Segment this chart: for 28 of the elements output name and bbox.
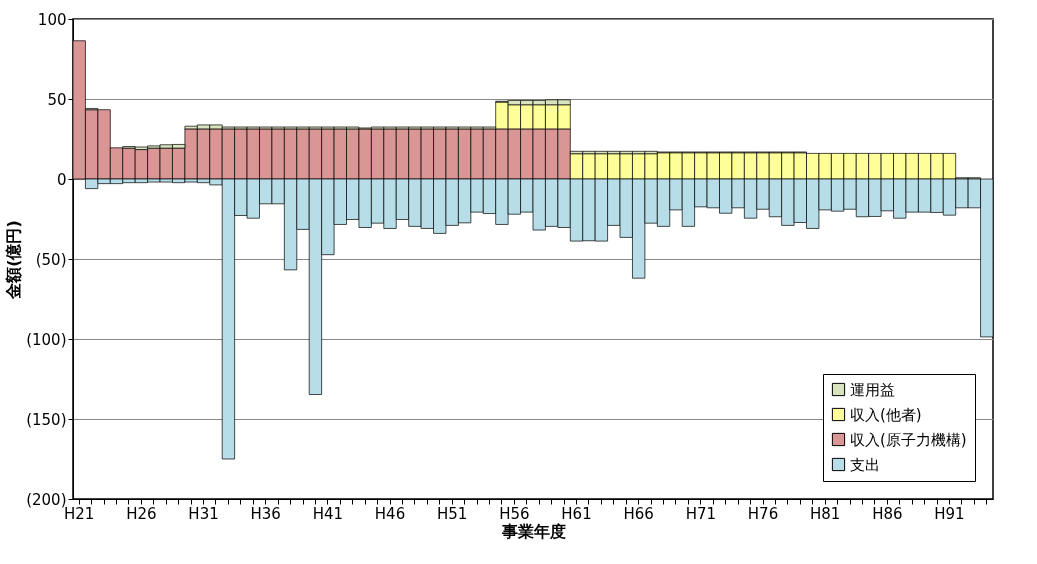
x-tick-label: H51 bbox=[437, 504, 468, 523]
x-tick-label: H46 bbox=[374, 504, 406, 523]
y-tick-label: (150) bbox=[26, 410, 67, 429]
y-tick-label: 0 bbox=[56, 170, 67, 189]
x-tick-label: H86 bbox=[872, 504, 903, 523]
x-tick-label: H26 bbox=[126, 504, 157, 523]
y-tick-label: (100) bbox=[26, 330, 67, 349]
y-axis-title: 金額(億円) bbox=[4, 220, 24, 300]
legend-label: 運用益 bbox=[850, 380, 895, 399]
legend-label: 支出 bbox=[850, 455, 880, 474]
y-tick-label: 50 bbox=[47, 90, 67, 109]
x-tick-label: H91 bbox=[934, 504, 965, 523]
x-tick-label: H81 bbox=[809, 504, 841, 523]
x-tick-label: H61 bbox=[561, 504, 592, 523]
x-tick-label: H21 bbox=[64, 504, 95, 523]
legend-label: 収入(原子力機構) bbox=[850, 430, 967, 449]
y-tick-label: (50) bbox=[35, 250, 67, 269]
legend-label: 収入(他者) bbox=[850, 405, 922, 424]
x-tick-label: H76 bbox=[747, 504, 779, 523]
x-axis-title: 事業年度 bbox=[500, 521, 566, 541]
x-tick-label: H41 bbox=[312, 504, 344, 523]
x-tick-label: H36 bbox=[250, 504, 281, 523]
y-tick-label: (200) bbox=[26, 490, 67, 509]
x-tick-label: H71 bbox=[685, 504, 717, 523]
y-tick-label: 100 bbox=[37, 10, 67, 29]
x-tick-label: H66 bbox=[623, 504, 654, 523]
x-tick-label: H56 bbox=[499, 504, 530, 523]
x-tick-label: H31 bbox=[188, 504, 219, 523]
